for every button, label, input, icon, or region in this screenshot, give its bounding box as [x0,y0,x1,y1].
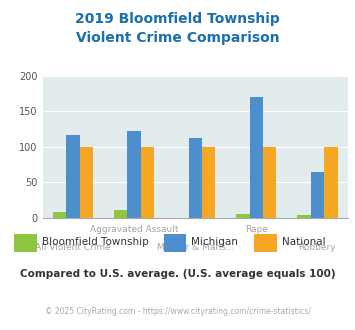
Bar [80,147,93,218]
Text: Rape: Rape [245,225,268,234]
Bar [236,214,250,218]
Bar [164,234,186,252]
Bar [324,147,338,218]
Text: Murder & Mans...: Murder & Mans... [157,243,234,252]
Text: Compared to U.S. average. (U.S. average equals 100): Compared to U.S. average. (U.S. average … [20,269,335,280]
Bar [297,215,311,218]
Bar [311,172,324,218]
Text: 2019 Bloomfield Township
Violent Crime Comparison: 2019 Bloomfield Township Violent Crime C… [75,12,280,46]
Bar [53,212,66,218]
Text: National: National [282,237,326,247]
Bar [141,147,154,218]
Text: Aggravated Assault: Aggravated Assault [90,225,179,234]
Text: Michigan: Michigan [191,237,238,247]
Bar [189,138,202,218]
Bar [14,234,37,252]
Text: All Violent Crime: All Violent Crime [35,243,111,252]
Bar [114,210,127,218]
Bar [127,131,141,218]
Text: © 2025 CityRating.com - https://www.cityrating.com/crime-statistics/: © 2025 CityRating.com - https://www.city… [45,307,310,316]
Bar [250,97,263,218]
Bar [263,147,277,218]
Text: Robbery: Robbery [299,243,336,252]
Bar [66,136,80,218]
Text: Bloomfield Township: Bloomfield Township [42,237,149,247]
Bar [254,234,277,252]
Bar [202,147,215,218]
